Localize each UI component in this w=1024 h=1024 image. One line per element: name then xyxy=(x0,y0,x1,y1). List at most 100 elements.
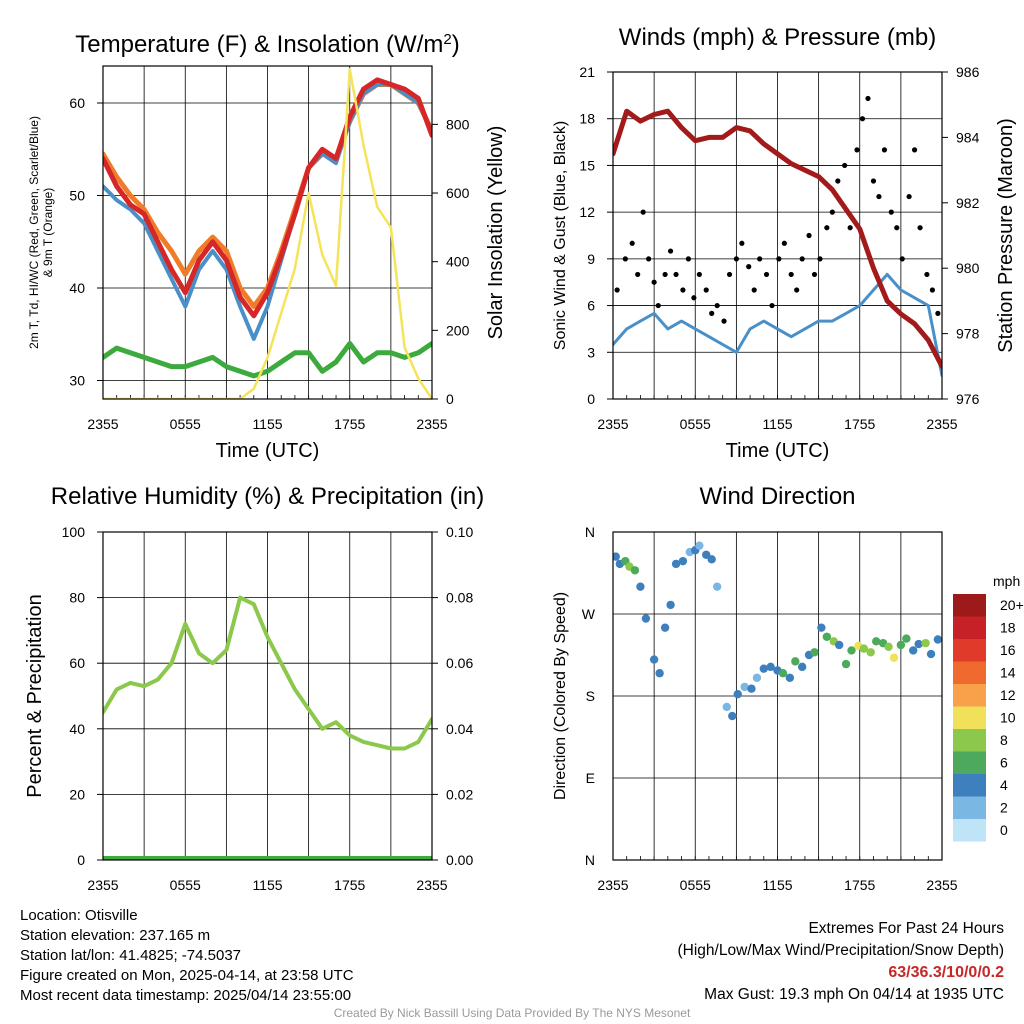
colorbar-swatch xyxy=(953,751,986,774)
direction-point xyxy=(712,582,722,591)
gust-point xyxy=(622,256,628,262)
y-tick-label-right: 0.02 xyxy=(446,786,473,802)
y-tick-label: 60 xyxy=(69,95,85,111)
gust-point xyxy=(847,225,853,231)
y-tick-label-right: 976 xyxy=(956,391,980,407)
gust-point xyxy=(865,95,871,102)
gust-point xyxy=(655,302,661,309)
y-tick-label: 80 xyxy=(69,590,85,606)
colorbar-label: 10 xyxy=(1000,710,1016,726)
chart-title: Relative Humidity (%) & Precipitation (i… xyxy=(51,483,484,510)
gust-point xyxy=(769,302,775,309)
colorbar-swatch xyxy=(953,616,986,639)
x-tick-label: 2355 xyxy=(87,416,118,432)
direction-point xyxy=(872,637,881,646)
colorbar-swatch xyxy=(953,594,986,617)
y-tick-label-right: 600 xyxy=(446,185,470,201)
colorbar-title: mph xyxy=(993,573,1020,589)
x-tick-label: 2355 xyxy=(87,877,118,893)
direction-point xyxy=(747,684,756,693)
x-tick-label: 1155 xyxy=(762,877,792,893)
gust-point xyxy=(635,271,641,278)
direction-point xyxy=(889,653,899,662)
colorbar-swatch xyxy=(953,796,986,819)
colorbar-label: 18 xyxy=(1000,620,1016,636)
direction-point xyxy=(752,673,762,682)
station-location: Location: Otisville xyxy=(20,907,138,924)
direction-point xyxy=(707,555,716,564)
gust-point xyxy=(911,147,918,153)
gust-point xyxy=(870,178,877,184)
y-axis-label-right: Solar Insolation (Yellow) xyxy=(485,126,507,340)
direction-point xyxy=(740,682,749,692)
x-tick-label: 1755 xyxy=(334,877,365,893)
gust-point xyxy=(859,116,866,122)
chart-panel-3: Relative Humidity (%) & Precipitation (i… xyxy=(24,483,484,893)
direction-point xyxy=(791,657,800,666)
colorbar-label: 16 xyxy=(1000,642,1016,658)
y-tick-label: 0 xyxy=(77,852,85,868)
y-tick-label-right: 982 xyxy=(956,195,980,211)
direction-point xyxy=(866,648,875,657)
x-tick-label: 1155 xyxy=(252,416,282,432)
gust-point xyxy=(794,287,800,293)
plot-frame xyxy=(102,531,433,861)
gust-point xyxy=(757,256,763,262)
direction-point xyxy=(896,640,906,650)
y-tick-label-right: 0 xyxy=(446,391,454,407)
credit-line: Created By Nick Bassill Using Data Provi… xyxy=(333,1006,691,1020)
y-tick-label: 100 xyxy=(62,524,86,540)
direction-point xyxy=(655,669,664,678)
y-tick-label: 30 xyxy=(69,373,85,389)
gust-point xyxy=(899,256,905,262)
gust-point xyxy=(673,271,679,278)
gust-point xyxy=(781,240,787,246)
series-line-1 xyxy=(103,595,432,751)
direction-point xyxy=(759,664,768,673)
direction-point xyxy=(695,541,704,550)
data-timestamp: Most recent data timestamp: 2025/04/14 2… xyxy=(20,987,352,1004)
direction-point xyxy=(902,634,911,643)
y-axis-label-right: Station Pressure (Maroon) xyxy=(995,118,1017,353)
direction-point xyxy=(914,639,923,649)
gust-point xyxy=(842,162,848,169)
colorbar-label: 20+ xyxy=(1000,597,1024,613)
x-tick-label: 1155 xyxy=(762,416,792,432)
gust-point xyxy=(629,240,635,246)
gust-point xyxy=(739,240,745,246)
y-tick-label: 12 xyxy=(579,204,595,220)
x-axis-label: Time (UTC) xyxy=(216,440,320,462)
x-tick-label: 1755 xyxy=(844,416,875,432)
direction-point xyxy=(660,623,670,632)
station-info: Location: Otisville Station elevation: 2… xyxy=(20,906,354,1006)
figure-created: Figure created on Mon, 2025-04-14, at 23… xyxy=(20,967,354,984)
gust-point xyxy=(829,209,835,215)
direction-point xyxy=(817,623,826,632)
gust-point xyxy=(894,225,900,231)
series-line-2 xyxy=(613,108,942,369)
direction-point xyxy=(841,659,851,669)
x-tick-label: 0555 xyxy=(680,877,711,893)
gust-point xyxy=(917,225,923,231)
direction-point xyxy=(933,635,942,644)
max-gust: Max Gust: 19.3 mph On 04/14 at 1935 UTC xyxy=(704,986,1004,1003)
chart-title: Temperature (F) & Insolation (W/m2) xyxy=(75,31,459,59)
colorbar-swatch xyxy=(953,729,986,752)
gust-point xyxy=(935,310,941,316)
gust-point xyxy=(651,279,657,285)
x-tick-label: 1155 xyxy=(252,877,282,893)
gust-point xyxy=(733,256,739,262)
colorbar-label: 8 xyxy=(1000,732,1008,748)
x-tick-label: 2355 xyxy=(597,416,628,432)
y-tick-label: W xyxy=(582,606,596,622)
y-tick-label: 15 xyxy=(579,157,595,173)
colorbar-swatch xyxy=(953,639,986,662)
plot-area xyxy=(103,68,432,399)
gust-point xyxy=(888,209,894,215)
gust-point xyxy=(835,178,841,184)
direction-point xyxy=(909,646,918,655)
gust-point xyxy=(646,256,652,262)
plot-area xyxy=(103,595,432,860)
direction-point xyxy=(636,582,645,591)
